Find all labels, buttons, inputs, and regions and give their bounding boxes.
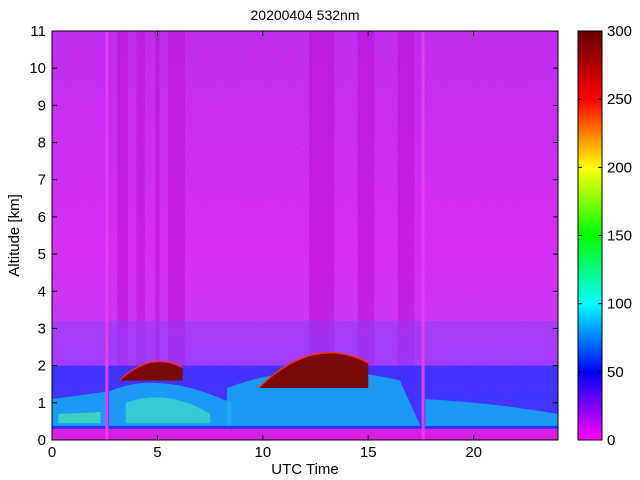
y-axis: 0 1 2 3 4 5 6 7 8 9 10 11 [29,23,558,449]
colorbar-tick-label: 100 [607,296,632,313]
cloud-edge [118,360,184,382]
aerosol-patch [425,399,558,427]
y-tick-label: 6 [38,209,46,226]
y-tick-label: 8 [38,135,46,152]
colorbar-tick-label: 150 [607,228,632,245]
data-gap-line [105,31,109,440]
y-axis-title: Altitude [km] [6,194,23,277]
colorbar-tick-label: 300 [607,23,632,40]
cloud-layer [258,352,369,388]
aerosol-core [125,397,211,424]
colorbar: 0 50 100 150 200 250 300 [577,23,632,449]
data-gap-line [421,31,425,440]
y-tick-label: 5 [38,246,46,263]
surface-layer [52,428,558,440]
plot-frame [51,30,559,441]
y-tick-label: 0 [38,432,46,449]
x-tick-label: 20 [465,444,482,461]
x-axis-title: UTC Time [271,461,339,478]
signal-streak [136,31,145,440]
x-tick-label: 5 [153,444,161,461]
y-tick-label: 3 [38,320,46,337]
x-tick-label: 0 [48,444,56,461]
y-tick-label: 4 [38,283,46,300]
colorbar-tick-label: 250 [607,91,632,108]
y-tick-label: 7 [38,172,46,189]
signal-streak [117,31,128,440]
y-tick-label: 1 [38,395,46,412]
chart-title: 20200404 532nm [251,7,360,23]
surface-band [52,425,558,429]
plot-area [52,31,558,440]
y-tick-label: 10 [29,60,46,77]
signal-streak [155,31,160,440]
colorbar-tick-label: 200 [607,159,632,176]
cloud-layer [119,361,183,381]
aerosol-core [58,412,101,424]
x-axis: 0 5 10 15 20 [48,31,482,461]
y-tick-label: 9 [38,97,46,114]
x-tick-label: 15 [360,444,377,461]
y-tick-label: 11 [30,23,46,40]
x-tick-label: 10 [254,444,271,461]
cloud-edge [258,351,369,389]
colorbar-tick-label: 50 [607,364,624,381]
y-tick-label: 2 [38,358,46,375]
colorbar-tick-label: 0 [607,432,615,449]
